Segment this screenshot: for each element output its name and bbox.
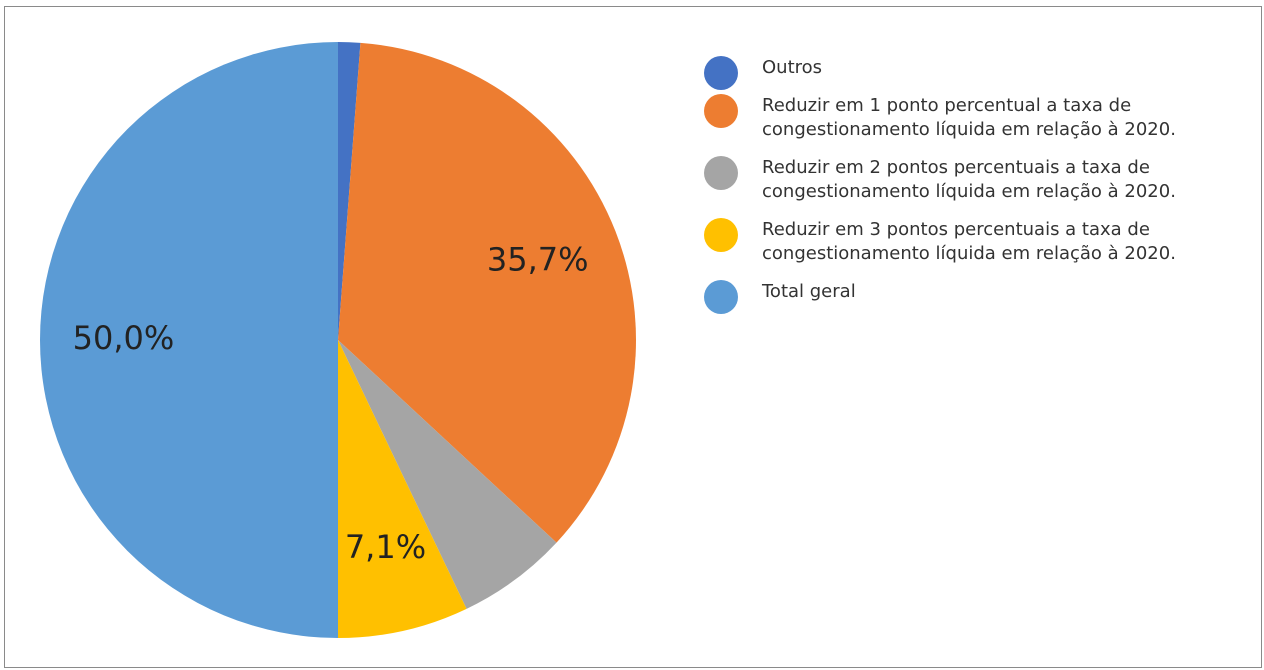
legend-item: Reduzir em 3 pontos percentuais a taxa d…: [704, 218, 1252, 266]
legend: Outros Reduzir em 1 ponto percentual a ta…: [704, 56, 1252, 318]
pie-slice: [338, 42, 361, 340]
legend-item: Reduzir em 1 ponto percentual a taxa de …: [704, 94, 1252, 142]
data-label: 7,1%: [345, 528, 426, 566]
legend-item: Outros: [704, 56, 1252, 90]
legend-label: Total geral: [762, 281, 856, 302]
legend-swatch: [704, 156, 738, 190]
legend-label: Reduzir em 2 pontos percentuais a taxa d…: [762, 157, 1176, 202]
legend-swatch: [704, 218, 738, 252]
data-label: 35,7%: [487, 241, 589, 279]
pie-slice: [338, 42, 636, 543]
chart-frame: [4, 6, 1262, 668]
legend-swatch: [704, 56, 738, 90]
pie-slice: [338, 340, 557, 609]
data-label: 50,0%: [73, 319, 175, 357]
legend-label: Reduzir em 3 pontos percentuais a taxa d…: [762, 219, 1176, 264]
pie-slice: [40, 42, 338, 638]
legend-swatch: [704, 280, 738, 314]
legend-label: Outros: [762, 57, 823, 78]
legend-item: Reduzir em 2 pontos percentuais a taxa d…: [704, 156, 1252, 204]
legend-item: Total geral: [704, 280, 1252, 314]
legend-swatch: [704, 94, 738, 128]
legend-label: Reduzir em 1 ponto percentual a taxa de …: [762, 95, 1176, 140]
pie-slice: [338, 340, 467, 638]
pie-chart: 35,7% 7,1% 50,0%: [40, 42, 636, 638]
